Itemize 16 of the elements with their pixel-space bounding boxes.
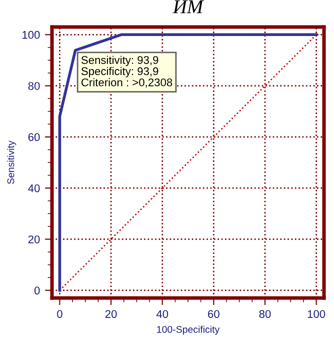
y-tick-label: 80 [28, 82, 40, 90]
y-tick-label: 60 [28, 133, 40, 142]
y-tick-label: 40 [28, 184, 40, 192]
x-tick-label: 40 [156, 310, 168, 318]
annotation: Sensitivity: 93,9 Specificity: 93,9 Criterion : >0,2308 [81, 56, 172, 88]
y-tick-label: 0 [34, 286, 40, 294]
y-axis-title: Sensitivity [7, 140, 16, 184]
chart-title: ИМ [172, 0, 204, 14]
x-tick-label: 0 [57, 310, 62, 318]
y-tick-label: 100 [22, 30, 40, 39]
y-tick-label: 20 [28, 235, 40, 244]
x-tick-label: 100 [308, 310, 326, 318]
x-axis-title: 100-Specificity [157, 326, 220, 335]
x-tick-label: 60 [208, 310, 220, 318]
x-tick-label: 20 [105, 310, 117, 318]
x-tick-label: 80 [259, 310, 271, 318]
